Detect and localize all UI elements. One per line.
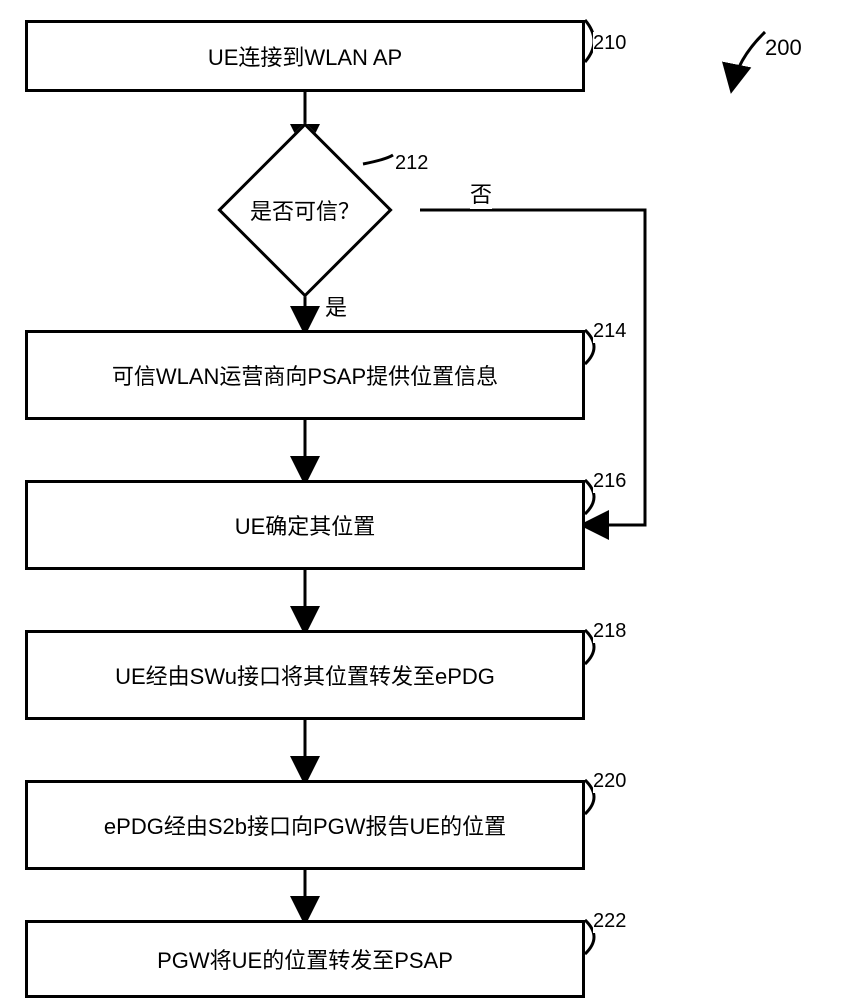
step-210: UE连接到WLAN AP (25, 20, 585, 92)
step-218: UE经由SWu接口将其位置转发至ePDG (25, 630, 585, 720)
step-216: UE确定其位置 (25, 480, 585, 570)
decision-212-text-wrap: 是否可信？ (190, 148, 420, 272)
ref-218: 218 (593, 620, 626, 643)
decision-212-text: 是否可信？ (250, 194, 360, 226)
ref-220: 220 (593, 770, 626, 793)
ref-200: 200 (765, 35, 802, 61)
label-no: 否 (470, 177, 492, 209)
label-yes: 是 (325, 290, 347, 322)
ref-214: 214 (593, 320, 626, 343)
step-222-text: PGW将UE的位置转发至PSAP (157, 943, 453, 975)
step-220-text: ePDG经由S2b接口向PGW报告UE的位置 (104, 809, 506, 841)
step-210-text: UE连接到WLAN AP (208, 40, 402, 72)
ref-210: 210 (593, 32, 626, 55)
flowchart-canvas: UE连接到WLAN AP 是否可信？ 可信WLAN运营商向PSAP提供位置信息 … (0, 0, 842, 1000)
step-214-text: 可信WLAN运营商向PSAP提供位置信息 (112, 359, 498, 391)
step-214: 可信WLAN运营商向PSAP提供位置信息 (25, 330, 585, 420)
ref-216: 216 (593, 470, 626, 493)
ref-222: 222 (593, 910, 626, 933)
ref-212: 212 (395, 152, 428, 175)
step-218-text: UE经由SWu接口将其位置转发至ePDG (115, 659, 495, 691)
step-220: ePDG经由S2b接口向PGW报告UE的位置 (25, 780, 585, 870)
step-222: PGW将UE的位置转发至PSAP (25, 920, 585, 998)
step-216-text: UE确定其位置 (235, 509, 376, 541)
